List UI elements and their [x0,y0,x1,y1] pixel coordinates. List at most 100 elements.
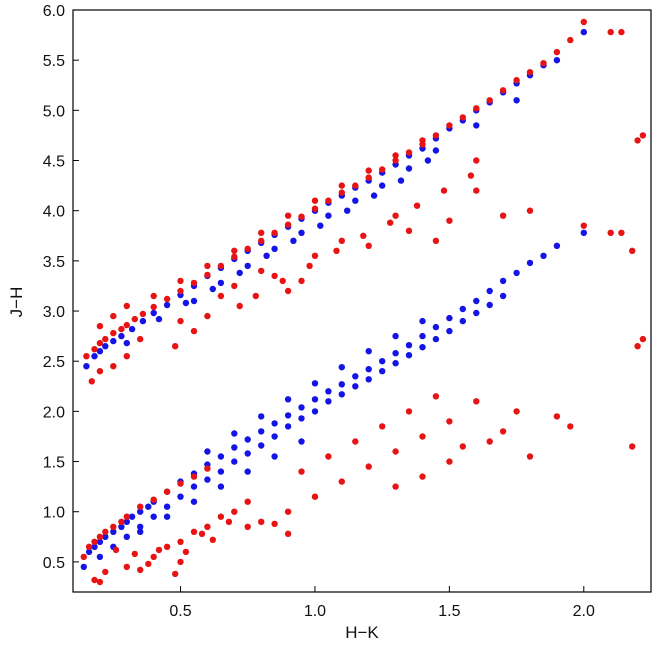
data-point [150,496,157,503]
data-point [85,543,93,550]
y-axis-label: J−H [7,287,26,318]
x-tick-label: 1.5 [438,603,460,620]
data-point [607,229,614,236]
data-point [137,566,144,574]
data-point [553,242,561,249]
data-point [96,533,104,540]
data-point [83,363,90,370]
data-point [284,287,292,295]
data-point [137,528,144,535]
data-point [244,450,251,457]
data-point [298,229,305,236]
data-point [446,327,453,335]
data-point [83,353,90,360]
data-point [177,558,184,566]
data-point [607,28,614,36]
data-point [379,166,386,173]
data-point [290,237,297,244]
data-point [499,87,507,94]
data-point [333,247,340,254]
data-point [446,314,453,322]
series-1 [80,18,647,586]
data-point [217,292,225,300]
data-point [91,543,98,550]
data-point [365,463,372,470]
data-point [163,513,171,520]
data-point [298,277,305,285]
data-point [459,443,466,450]
series-0 [80,28,587,571]
data-point [91,538,98,545]
data-point [311,205,319,212]
data-point [244,436,251,443]
data-point [258,237,265,244]
x-tick-label: 1.0 [304,603,326,620]
data-point [123,339,130,347]
data-point [513,77,520,84]
data-point [405,342,413,349]
data-point [526,259,534,267]
data-point [177,287,184,295]
data-point [352,383,359,390]
data-point [629,247,636,254]
data-point [338,189,345,196]
data-point [392,360,399,367]
data-point [150,292,157,300]
data-point [110,337,117,345]
data-point [258,229,265,236]
data-point [392,332,399,340]
data-point [137,503,144,510]
data-point [190,498,198,505]
data-point [432,132,440,139]
data-point [271,229,278,236]
data-point [405,165,413,172]
data-point [80,563,88,571]
data-point [231,458,238,465]
data-point [473,122,480,129]
data-point [387,219,394,226]
data-point [311,408,319,415]
data-point [102,568,109,576]
data-point [284,396,292,403]
x-tick-label: 0.5 [169,603,191,620]
data-point [225,518,233,525]
data-point [499,277,507,285]
data-point [123,302,130,310]
data-point [306,262,313,270]
data-point [204,523,211,530]
data-point [473,187,480,194]
data-point [258,442,265,449]
data-point [379,182,386,189]
data-point [172,343,179,350]
data-point [244,245,251,252]
data-point [325,398,332,405]
data-point [96,553,104,561]
data-point [204,262,211,270]
data-point [432,393,440,400]
data-point [419,473,426,480]
data-point [231,282,238,290]
data-point [486,287,493,295]
data-point [137,523,144,530]
data-point [263,252,270,259]
data-point [392,483,399,490]
data-point [271,272,278,280]
data-point [618,229,625,236]
data-point [204,448,211,455]
data-point [352,373,359,380]
data-point [128,325,136,333]
data-point [473,309,480,317]
data-point [182,299,190,307]
data-point [258,267,265,275]
data-point [392,152,399,159]
data-point [352,182,359,189]
data-point [137,335,144,343]
data-point [217,483,225,490]
data-point [486,97,493,104]
data-point [217,262,225,270]
data-point [473,398,480,405]
data-point [279,277,286,285]
data-point [217,279,225,287]
y-tick-label: 4.5 [43,154,65,171]
